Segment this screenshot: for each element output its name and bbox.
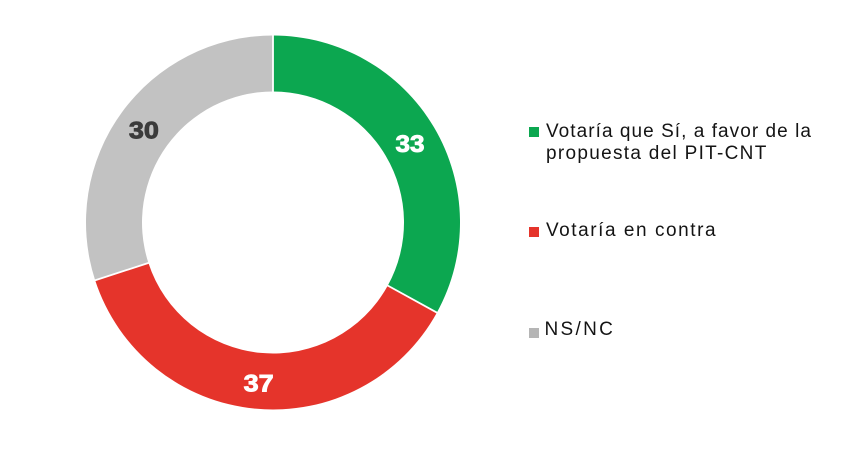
svg-text:30: 30 [129, 118, 159, 145]
svg-text:33: 33 [396, 131, 425, 158]
svg-text:37: 37 [244, 371, 274, 398]
